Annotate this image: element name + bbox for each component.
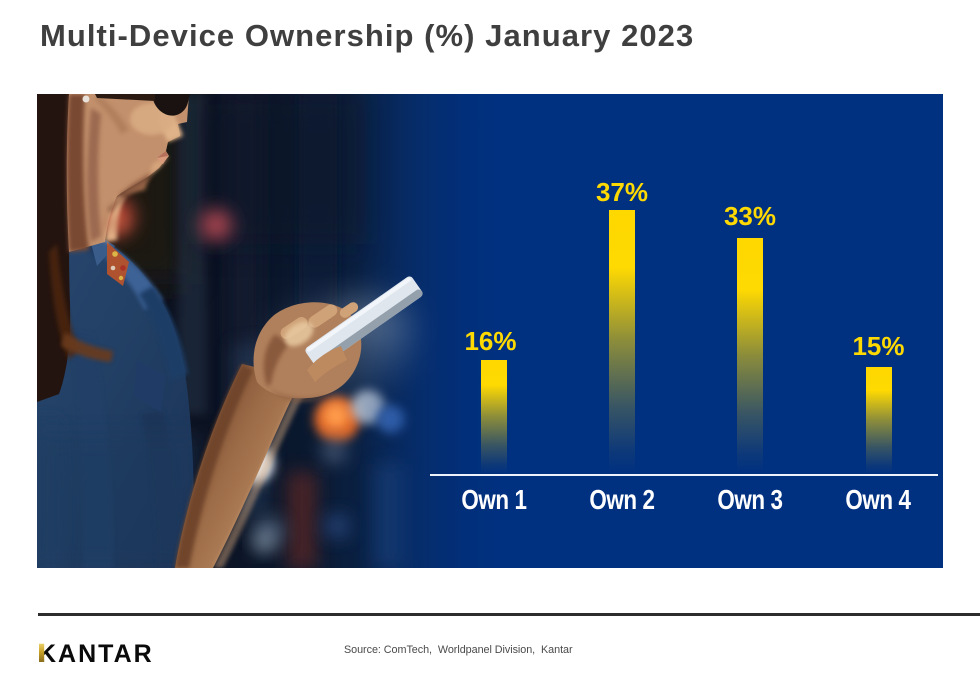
svg-text:KANTAR: KANTAR [38,640,154,666]
